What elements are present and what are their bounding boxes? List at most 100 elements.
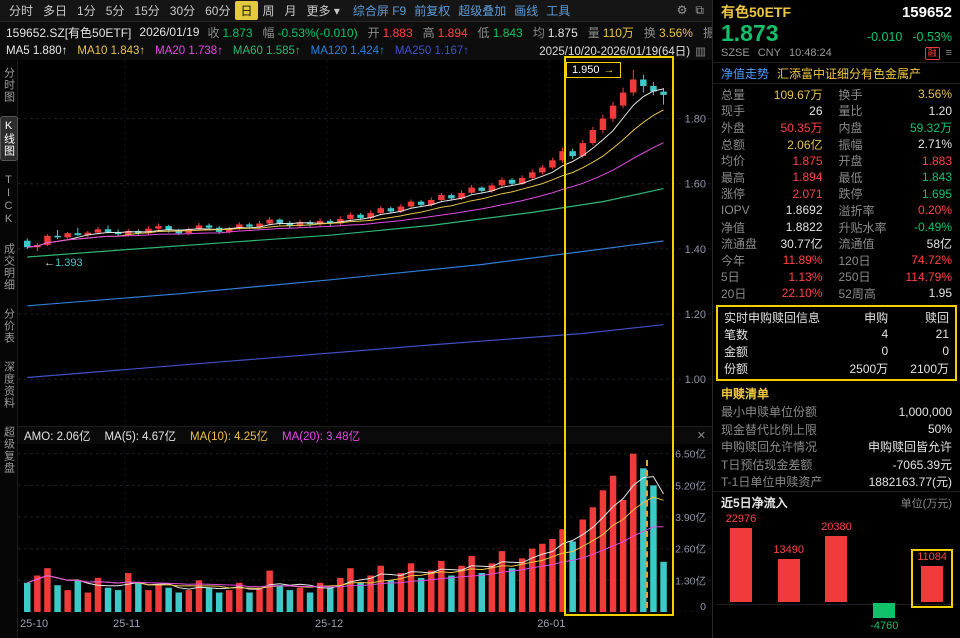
flow-bar-column: 20380 bbox=[813, 512, 861, 638]
kline-chart[interactable]: 1.80 1.60 1.40 1.20 1.00 bbox=[18, 60, 712, 426]
redemption-list-section: 申赎清单 最小申赎单位份额 1,000,000 现金替代比例上限 50% 申购赎回允许情… bbox=[713, 383, 960, 492]
flow-value-label: -4760 bbox=[870, 619, 899, 632]
flow-bar-column: 13490 bbox=[765, 512, 813, 638]
tool-工具[interactable]: 工具 bbox=[546, 4, 571, 18]
period-月[interactable]: 月 bbox=[284, 4, 297, 18]
flow-highlight-box bbox=[911, 548, 954, 608]
field-幅: 幅 -0.53%(-0.010) bbox=[262, 25, 358, 40]
period-分时[interactable]: 分时 bbox=[9, 4, 34, 18]
flow-bar bbox=[777, 558, 800, 602]
low-annotation: ←1.393 bbox=[44, 257, 83, 269]
stat-row: 均价 1.875 开盘 1.883 bbox=[721, 153, 952, 169]
quote-header: 有色50ETF 159652 1.873 -0.010 -0.53% SZSE … bbox=[713, 0, 960, 63]
redemption-row: 现金替代比例上限 50% bbox=[721, 422, 952, 437]
svg-text:6.50亿: 6.50亿 bbox=[675, 448, 706, 461]
x-axis-label-26-01: 26-01 bbox=[537, 618, 566, 630]
x-axis-label-25-11: 25-11 bbox=[113, 618, 141, 630]
field-收: 收 1.873 bbox=[207, 25, 253, 40]
arrow-left-icon: ← bbox=[44, 257, 56, 270]
subscription-row: 份额 2500万 2100万 bbox=[724, 361, 949, 376]
field-均: 均 1.875 bbox=[532, 25, 578, 40]
stat-row: 外盘 50.35万 内盘 59.32万 bbox=[721, 120, 952, 135]
close-icon[interactable]: ✕ bbox=[696, 430, 706, 442]
net-inflow-section: 近5日净流入 单位(万元) 22976 13490 20380 -4760 11084 bbox=[713, 492, 960, 638]
x-axis-label-25-12: 25-12 bbox=[315, 618, 344, 630]
period-更多[interactable]: 更多 ▾ bbox=[306, 4, 340, 18]
period-周[interactable]: 周 bbox=[262, 4, 275, 18]
volume-annotation-line bbox=[646, 460, 648, 608]
tool-画线[interactable]: 画线 bbox=[514, 4, 539, 18]
subscription-header: 实时申购赎回信息 申购 赎回 bbox=[724, 310, 949, 325]
low-price-label: 1.393 bbox=[55, 257, 83, 270]
field-低: 低 1.843 bbox=[477, 25, 523, 40]
ma-legend-MA250: MA250 1.167↑ bbox=[394, 45, 470, 57]
redemption-row: T日预估现金差额 -7065.39元 bbox=[721, 457, 952, 472]
tool-前复权[interactable]: 前复权 bbox=[414, 4, 451, 18]
stat-row: 今年 11.89% 120日 74.72% bbox=[721, 253, 952, 268]
stat-row: 涨停 2.071 跌停 1.695 bbox=[721, 186, 952, 202]
flow-value-label: 22976 bbox=[725, 512, 757, 525]
currency-label: CNY bbox=[757, 47, 781, 59]
svg-text:1.00: 1.00 bbox=[685, 374, 706, 386]
ma-legend-MA20: MA20 1.738↑ bbox=[155, 45, 223, 57]
sidebar-item-分价表[interactable]: 分价表 bbox=[2, 308, 15, 344]
symbol-label: 159652.SZ[有色50ETF] bbox=[6, 25, 132, 40]
field-量: 量 110万 bbox=[587, 25, 634, 40]
ma-legend-MA10: MA10 1.843↑ bbox=[77, 45, 146, 57]
svg-text:1.30亿: 1.30亿 bbox=[675, 574, 706, 587]
stat-row: 流通盘 30.77亿 流通值 58亿 bbox=[721, 237, 952, 252]
layout-icon[interactable]: ⧉ bbox=[695, 3, 704, 17]
change-value: -0.010 bbox=[866, 30, 903, 44]
volume-chart[interactable]: 6.50亿 5.20亿 3.90亿 2.60亿 1.30亿 0 bbox=[18, 444, 712, 612]
period-多日[interactable]: 多日 bbox=[43, 4, 68, 18]
field-换: 换 3.56% bbox=[643, 25, 693, 40]
flow-bar-column: 22976 bbox=[717, 512, 765, 638]
svg-text:1.40: 1.40 bbox=[685, 244, 706, 256]
tool-buttons: 综合屏 F9 前复权 超级叠加 画线 工具 bbox=[345, 2, 570, 19]
period-15分[interactable]: 15分 bbox=[134, 4, 160, 18]
tool-综合屏 F9[interactable]: 综合屏 F9 bbox=[352, 4, 407, 18]
net-inflow-title: 近5日净流入 bbox=[721, 496, 788, 511]
date-label: 2026/01/19 bbox=[139, 25, 200, 39]
sidebar-item-分时图[interactable]: 分时图 bbox=[2, 67, 15, 103]
fund-full-name: 汇添富中证细分有色金属产 bbox=[777, 66, 922, 81]
svg-text:1.60: 1.60 bbox=[685, 179, 706, 191]
ma-legend-MA60: MA60 1.585↑ bbox=[232, 45, 301, 57]
stat-row: 现手 26 量比 1.20 bbox=[721, 103, 952, 119]
period-5分[interactable]: 5分 bbox=[105, 4, 125, 18]
period-1分[interactable]: 1分 bbox=[77, 4, 96, 18]
time-label: 10:48:24 bbox=[788, 47, 832, 59]
quote-info-bar: 159652.SZ[有色50ETF] 2026/01/19 收 1.873 幅 -0.… bbox=[0, 22, 712, 42]
period-日[interactable]: 日 bbox=[235, 1, 258, 20]
period-60分[interactable]: 60分 bbox=[205, 4, 231, 18]
sidebar-item-K线图[interactable]: K线图 bbox=[0, 116, 18, 161]
nav-trend-link[interactable]: 净值走势 bbox=[721, 66, 770, 81]
sidebar-item-TICK[interactable]: TICK bbox=[2, 174, 15, 226]
ma-legend-bar: MA5 1.880↑ MA10 1.843↑ MA20 1.738↑ MA60 1.5… bbox=[0, 42, 712, 60]
gear-icon[interactable]: ⚙ bbox=[676, 3, 688, 17]
amo-MA(20): MA(20): 3.48亿 bbox=[282, 430, 361, 443]
svg-text:1.20: 1.20 bbox=[685, 309, 706, 321]
subscription-row: 笔数 4 21 bbox=[724, 327, 949, 342]
net-inflow-chart: 22976 13490 20380 -4760 11084 bbox=[713, 512, 960, 638]
sidebar-item-超级复盘[interactable]: 超级复盘 bbox=[2, 426, 15, 474]
period-30分[interactable]: 30分 bbox=[169, 4, 196, 18]
redemption-row: 最小申赎单位份额 1,000,000 bbox=[721, 404, 952, 420]
date-range-label: 2025/10/20-2026/01/19(64日) bbox=[539, 46, 691, 58]
stat-row: 5日 1.13% 250日 114.79% bbox=[721, 269, 952, 285]
range-settings-icon[interactable]: ▥ bbox=[695, 46, 706, 58]
change-percent: -0.53% bbox=[912, 30, 952, 44]
sidebar-item-成交明细[interactable]: 成交明细 bbox=[2, 243, 15, 291]
high-price-label: 1.950 bbox=[572, 64, 600, 76]
amo-values: AMO: 2.06亿 MA(5): 4.67亿 MA(10): 4.25亿 MA(20… bbox=[24, 428, 360, 444]
svg-text:2.60亿: 2.60亿 bbox=[675, 543, 706, 556]
menu-icon[interactable]: ≡ bbox=[945, 47, 952, 59]
subscription-redemption-box: 实时申购赎回信息 申购 赎回 笔数 4 21 金额 0 0 份额 2500万 2100万 bbox=[716, 304, 957, 381]
ma-legend-items: MA5 1.880↑ MA10 1.843↑ MA20 1.738↑ MA60 1.5… bbox=[6, 45, 469, 57]
sidebar-item-深度资料[interactable]: 深度资料 bbox=[2, 361, 15, 409]
flow-bar bbox=[729, 527, 752, 602]
flow-bar-column: -4760 bbox=[860, 512, 908, 638]
tool-超级叠加[interactable]: 超级叠加 bbox=[458, 4, 507, 18]
flow-value-label: 11084 bbox=[917, 550, 947, 563]
